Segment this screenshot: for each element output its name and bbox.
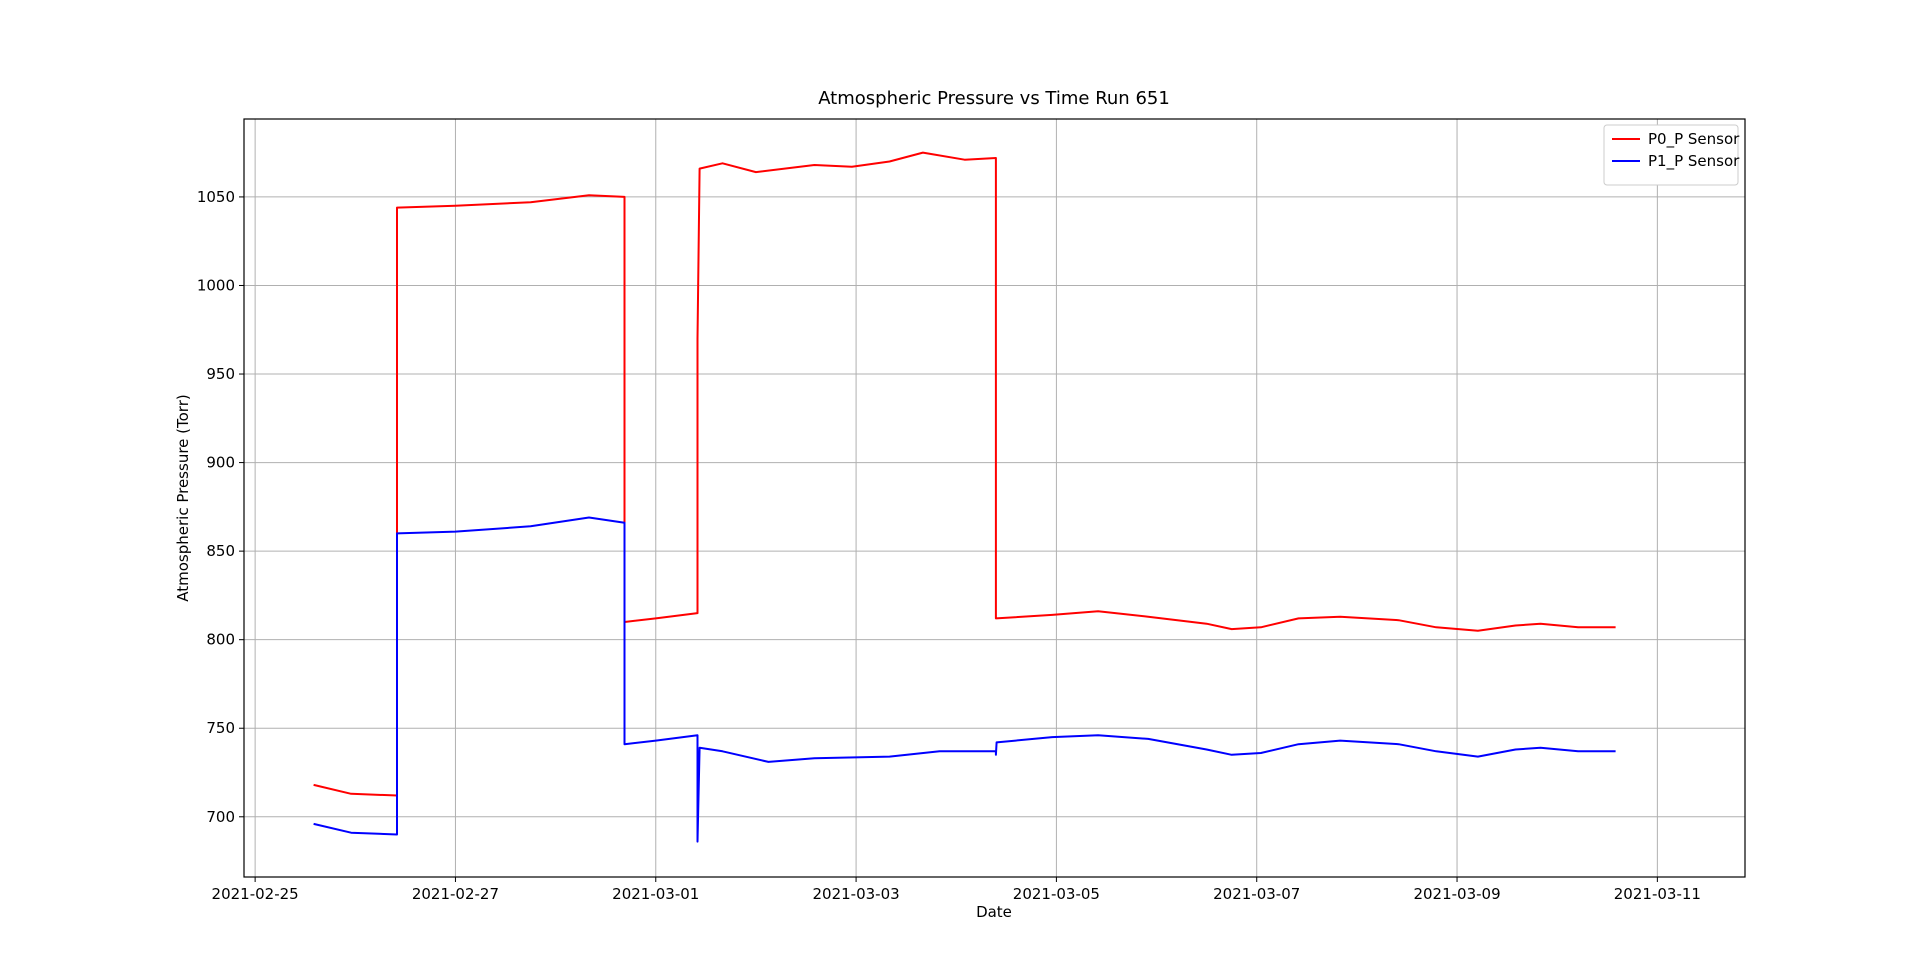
x-tick-label: 2021-02-25	[212, 885, 299, 903]
legend-label: P1_P Sensor	[1648, 152, 1740, 171]
y-tick-label: 1050	[197, 188, 235, 206]
y-tick-label: 700	[206, 808, 235, 826]
x-tick-label: 2021-03-01	[612, 885, 699, 903]
x-tick-label: 2021-03-07	[1213, 885, 1300, 903]
y-tick-label: 750	[206, 719, 235, 737]
data-line	[313, 516, 1616, 843]
legend-label: P0_P Sensor	[1648, 130, 1740, 149]
y-tick-label: 900	[206, 454, 235, 472]
y-axis-label: Atmospheric Pressure (Torr)	[174, 394, 192, 601]
x-tick-label: 2021-02-27	[412, 885, 499, 903]
y-tick-label: 800	[206, 631, 235, 649]
x-axis-label: Date	[976, 903, 1012, 921]
y-tick-label: 950	[206, 365, 235, 383]
x-tick-label: 2021-03-11	[1614, 885, 1701, 903]
y-tick-label: 1000	[197, 276, 235, 294]
y-tick-label: 850	[206, 542, 235, 560]
x-tick-label: 2021-03-03	[812, 885, 899, 903]
chart-title: Atmospheric Pressure vs Time Run 651	[818, 88, 1170, 109]
x-tick-label: 2021-03-05	[1013, 885, 1100, 903]
plot-frame	[243, 118, 1746, 878]
data-line	[313, 151, 1616, 797]
x-tick-label: 2021-03-09	[1413, 885, 1500, 903]
